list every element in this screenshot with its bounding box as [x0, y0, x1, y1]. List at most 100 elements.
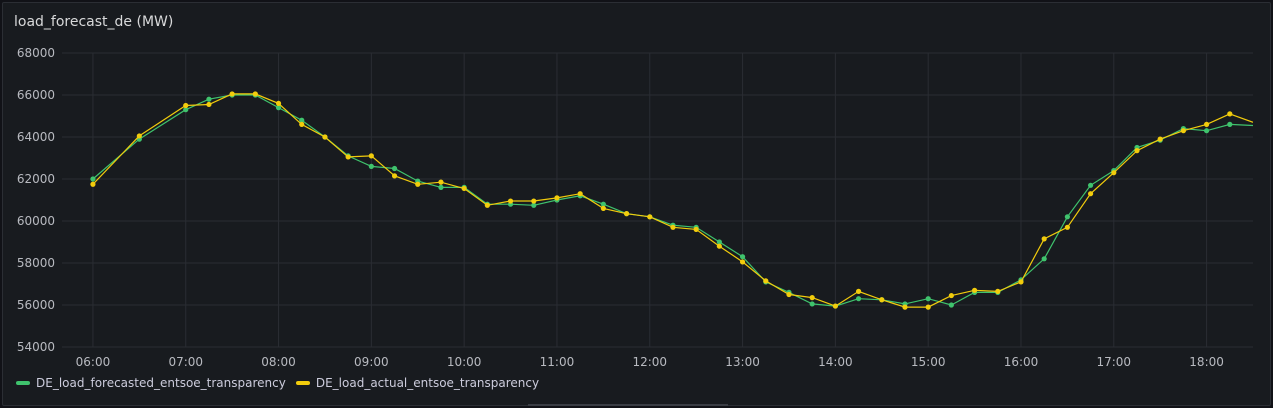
data-point: [1157, 136, 1163, 142]
data-point: [345, 154, 351, 160]
x-tick-label: 11:00: [540, 355, 575, 369]
data-point: [1203, 128, 1210, 134]
data-point: [461, 185, 467, 192]
x-tick-label: 16:00: [1004, 355, 1039, 369]
data-point: [739, 254, 746, 260]
data-point: [1087, 191, 1094, 197]
y-tick-label: 64000: [17, 130, 55, 144]
x-tick-label: 15:00: [911, 355, 946, 369]
legend-label: DE_load_forecasted_entsoe_transparency: [36, 376, 286, 390]
data-point: [809, 301, 815, 307]
x-tick-label: 06:00: [76, 355, 111, 369]
data-point: [507, 198, 514, 204]
x-tick-label: 09:00: [354, 355, 389, 369]
data-point: [647, 214, 653, 220]
legend-item[interactable]: DE_load_forecasted_entsoe_transparency: [16, 376, 286, 390]
data-point: [1134, 148, 1140, 154]
data-point: [206, 101, 212, 108]
data-point: [438, 184, 444, 190]
y-tick-label: 62000: [17, 172, 55, 186]
data-point: [438, 179, 444, 185]
data-point: [1064, 214, 1070, 220]
data-point: [1227, 111, 1233, 117]
data-point: [739, 259, 746, 265]
data-point: [1111, 170, 1117, 176]
data-point: [275, 105, 282, 111]
data-point: [763, 278, 769, 284]
data-point: [902, 304, 908, 310]
y-tick-label: 58000: [17, 256, 55, 270]
resize-handle[interactable]: [528, 404, 728, 406]
data-point: [693, 226, 699, 232]
x-tick-label: 18:00: [1189, 355, 1224, 369]
data-point: [1180, 128, 1186, 134]
data-point: [1041, 256, 1047, 262]
data-point: [925, 304, 931, 310]
data-point: [415, 181, 421, 187]
data-point: [275, 100, 282, 106]
data-point: [809, 295, 815, 301]
data-point: [1203, 121, 1210, 127]
x-tick-label: 10:00: [447, 355, 482, 369]
data-point: [995, 288, 1001, 294]
data-point: [1041, 236, 1047, 242]
y-tick-label: 56000: [17, 298, 55, 312]
data-point: [855, 288, 862, 294]
x-tick-label: 17:00: [1096, 355, 1131, 369]
data-point: [299, 117, 305, 123]
data-point: [855, 296, 862, 302]
data-point: [252, 91, 258, 97]
legend-item[interactable]: DE_load_actual_entsoe_transparency: [295, 376, 540, 390]
data-point: [229, 91, 235, 97]
data-point: [391, 165, 398, 172]
y-tick-label: 68000: [17, 46, 55, 60]
data-point: [531, 198, 537, 204]
x-tick-label: 13:00: [725, 355, 760, 369]
data-point: [136, 133, 142, 139]
legend-swatch: [16, 381, 30, 385]
data-point: [832, 303, 838, 309]
data-point: [879, 297, 885, 303]
legend-swatch: [295, 381, 310, 385]
data-point: [368, 153, 374, 159]
data-point: [948, 292, 954, 299]
data-point: [183, 102, 189, 109]
data-point: [1018, 279, 1024, 285]
data-point: [670, 224, 676, 230]
legend-label: DE_load_actual_entsoe_transparency: [315, 376, 540, 390]
data-point: [1064, 224, 1070, 230]
series-1: [90, 92, 1253, 309]
data-point: [206, 96, 212, 102]
data-point: [716, 243, 722, 249]
data-point: [786, 291, 792, 298]
y-tick-label: 60000: [17, 214, 55, 228]
data-point: [948, 302, 954, 308]
grid: [62, 52, 1253, 348]
data-point: [1227, 121, 1233, 127]
data-point: [1087, 182, 1094, 188]
series-2: [90, 91, 1253, 310]
data-point: [90, 176, 96, 182]
data-point: [322, 134, 328, 140]
data-point: [600, 201, 606, 207]
data-point: [391, 173, 398, 179]
x-tick-label: 12:00: [632, 355, 667, 369]
data-point: [484, 202, 490, 208]
data-point: [90, 181, 96, 187]
y-tick-label: 66000: [17, 88, 55, 102]
y-tick-label: 54000: [17, 340, 55, 354]
series-line: [92, 94, 1253, 307]
x-tick-label: 08:00: [261, 355, 296, 369]
data-point: [600, 205, 606, 211]
x-tick-label: 07:00: [168, 355, 203, 369]
x-tick-label: 14:00: [818, 355, 853, 369]
data-point: [971, 287, 978, 293]
data-point: [623, 211, 630, 217]
data-point: [299, 121, 305, 127]
data-point: [925, 296, 931, 302]
data-point: [183, 107, 189, 113]
panel-title[interactable]: load_forecast_de (MW): [14, 14, 174, 30]
data-point: [368, 163, 374, 169]
